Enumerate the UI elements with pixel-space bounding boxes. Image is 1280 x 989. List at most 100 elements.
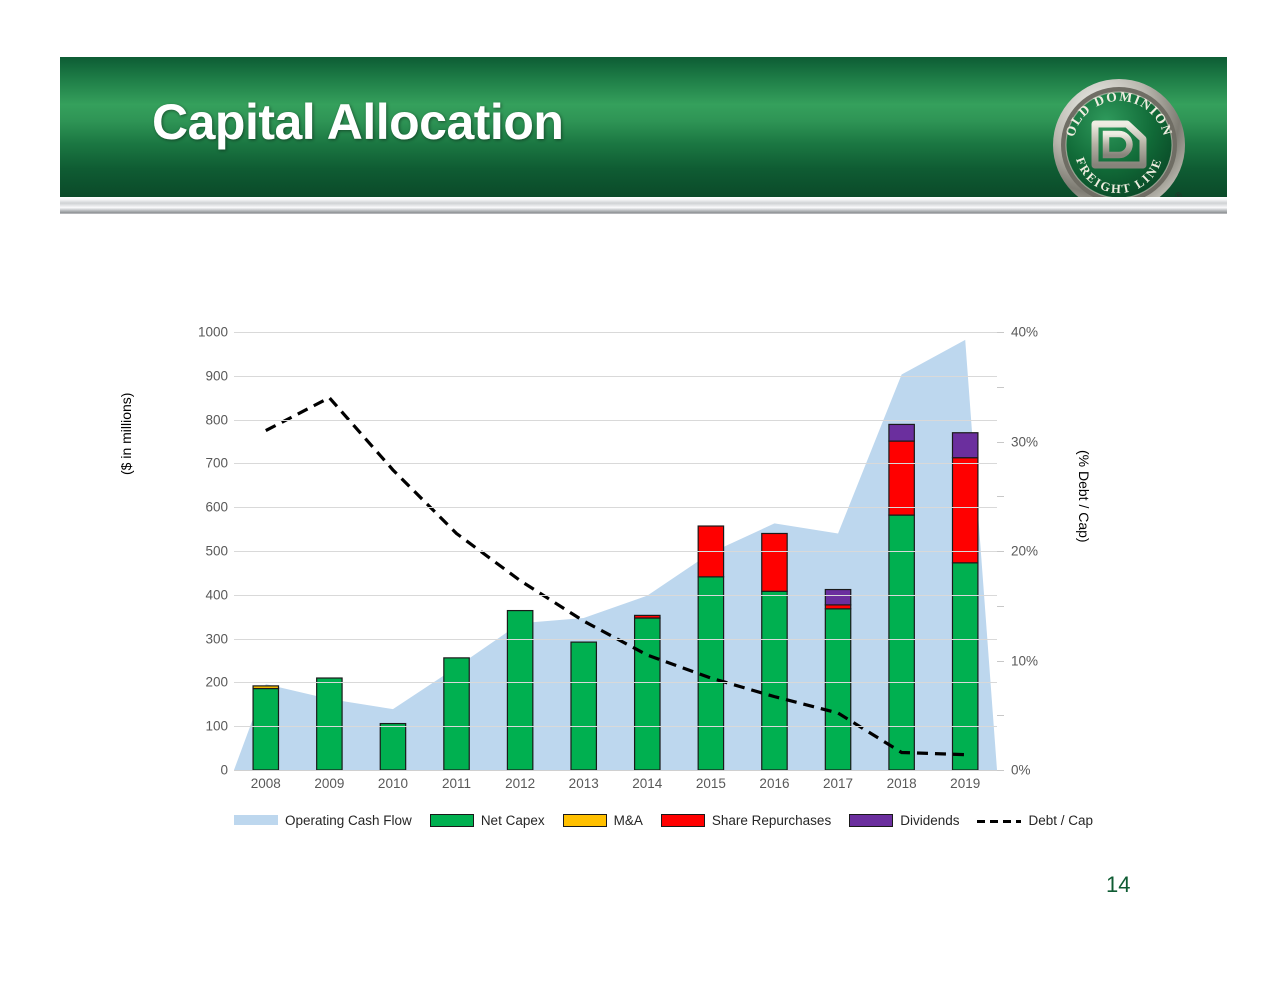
y-tick-mark-right <box>997 660 1004 662</box>
slide-header-banner: Capital Allocation <box>60 57 1227 197</box>
y-tick-label-right: 40% <box>1011 324 1039 340</box>
plot-graphics <box>234 339 997 770</box>
x-tick-label: 2011 <box>442 776 472 791</box>
legend-label: Dividends <box>900 812 960 828</box>
bar-group <box>824 588 852 770</box>
bar-segment[interactable] <box>824 608 852 770</box>
y-tick-label-left: 700 <box>205 455 228 471</box>
operating-cash-flow-area <box>234 339 997 770</box>
y-tick-label-left: 600 <box>205 499 228 515</box>
bar-group <box>252 685 280 770</box>
x-tick-label: 2017 <box>823 776 854 791</box>
registered-mark: ® <box>1175 191 1182 197</box>
x-tick-label: 2015 <box>695 776 726 791</box>
debt-to-cap-line <box>265 395 966 757</box>
y-tick-mark-right <box>997 715 1004 717</box>
bar-group <box>570 641 598 770</box>
y-tick-label-left: 100 <box>205 718 228 734</box>
y-tick-mark-right <box>997 386 1004 388</box>
bar-segment[interactable] <box>888 514 915 770</box>
x-tick-label: 2008 <box>250 776 281 791</box>
x-tick-label: 2018 <box>886 776 917 791</box>
gridline <box>234 594 997 596</box>
x-tick-label: 2009 <box>314 776 345 791</box>
bar-segment[interactable] <box>951 432 979 459</box>
gridline <box>234 638 997 640</box>
y-axis-left-ticks: 0 100 200 300 400 500 600 700 800 900 1000 <box>150 325 228 778</box>
bar-segment[interactable] <box>506 609 534 770</box>
x-tick-label: 2016 <box>759 776 790 791</box>
bar-segment[interactable] <box>761 590 788 770</box>
gridline <box>234 419 997 421</box>
y-tick-label-right: 30% <box>1011 434 1039 449</box>
bar-group <box>761 532 788 770</box>
bar-segment[interactable] <box>761 532 788 592</box>
y-tick-mark-right <box>997 770 1004 771</box>
bar-segment[interactable] <box>824 588 852 606</box>
bar-segment[interactable] <box>888 440 915 516</box>
x-tick-label: 2019 <box>950 776 981 791</box>
x-axis-line <box>234 770 997 771</box>
bar-segment[interactable] <box>888 423 915 442</box>
gridline <box>234 375 997 377</box>
x-tick-label: 2014 <box>632 776 663 791</box>
gridline <box>234 682 997 684</box>
legend-item[interactable]: Share Repurchases <box>660 812 832 828</box>
x-tick-label: 2012 <box>505 776 536 791</box>
y-tick-label-left: 800 <box>205 412 228 428</box>
y-tick-label-left: 500 <box>205 543 228 559</box>
header-chrome-divider <box>60 197 1227 214</box>
legend-swatch-icon <box>849 813 894 827</box>
bar-group <box>697 525 725 770</box>
legend-item[interactable]: Operating Cash Flow <box>234 813 412 828</box>
bar-segment[interactable] <box>633 617 661 770</box>
legend-item[interactable]: Debt / Cap <box>977 813 1093 828</box>
old-dominion-freight-line-logo: OLD DOMINION FREIGHT LINE ® <box>1049 75 1189 197</box>
legend-label: Operating Cash Flow <box>285 812 412 828</box>
legend-item[interactable]: M&A <box>562 813 643 828</box>
y-tick-mark-right <box>997 551 1004 552</box>
bar-group <box>316 677 343 770</box>
legend-swatch-icon <box>429 813 474 827</box>
y-axis-right-ticks: 0% 10% 20% 30% 40% <box>997 325 1067 778</box>
y-tick-label-left: 300 <box>205 631 228 647</box>
bar-segment[interactable] <box>252 685 280 690</box>
bar-segment[interactable] <box>951 457 979 564</box>
bar-segment[interactable] <box>379 722 407 770</box>
y-tick-label-right: 10% <box>1011 653 1039 668</box>
x-axis-labels: 2008 2009 2010 2011 2012 2013 2014 2015 2016 2017… <box>234 776 997 800</box>
y-tick-mark-right <box>997 332 1004 333</box>
bar-group <box>951 432 979 770</box>
bar-segment[interactable] <box>633 614 661 619</box>
chart-legend: Operating Cash Flow Net Capex M&A Share Rep… <box>234 808 1093 832</box>
legend-dashed-line-icon <box>977 814 1022 827</box>
legend-swatch-icon <box>660 813 705 827</box>
legend-item[interactable]: Dividends <box>849 813 959 828</box>
legend-label: Share Repurchases <box>711 812 832 828</box>
gridline <box>234 507 997 509</box>
x-tick-label: 2010 <box>377 776 408 791</box>
y-tick-label-left: 1000 <box>197 324 228 340</box>
bar-group <box>443 657 470 770</box>
page-number: 14 <box>1106 872 1131 897</box>
bar-segment[interactable] <box>570 641 598 770</box>
y-tick-label-left: 900 <box>205 368 228 384</box>
legend-label: Net Capex <box>480 812 545 828</box>
page-title: Capital Allocation <box>152 94 564 150</box>
legend-item[interactable]: Net Capex <box>429 812 545 828</box>
y-tick-mark-right <box>997 441 1004 443</box>
bar-group <box>633 614 661 770</box>
legend-swatch-icon <box>562 813 607 827</box>
bar-segment[interactable] <box>316 677 343 770</box>
gridline <box>234 726 997 728</box>
bar-segment[interactable] <box>951 562 979 770</box>
y-tick-label-right: 0% <box>1011 762 1031 778</box>
legend-swatch-icon <box>234 815 278 825</box>
legend-label: Debt / Cap <box>1028 812 1094 828</box>
bar-segment[interactable] <box>443 657 470 770</box>
x-tick-label: 2013 <box>568 776 599 791</box>
bar-segment[interactable] <box>252 687 280 770</box>
gridline <box>234 551 997 552</box>
y-tick-label-left: 0 <box>220 762 228 778</box>
